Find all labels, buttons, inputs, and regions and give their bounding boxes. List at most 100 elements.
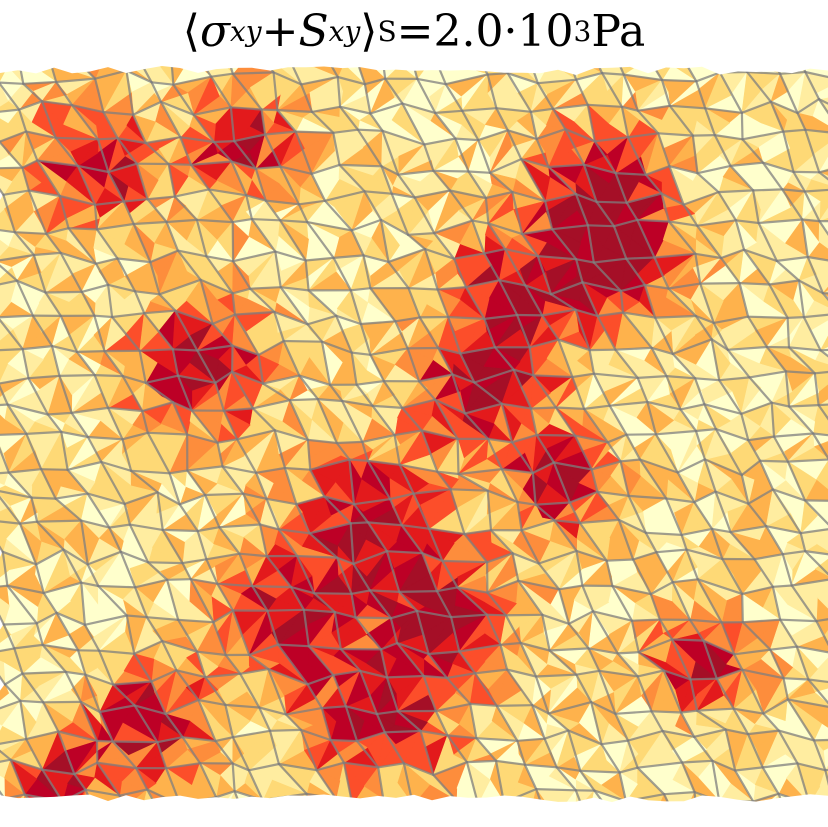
cell-edge xyxy=(498,279,527,287)
stress-triangle xyxy=(165,669,187,715)
cell-edge xyxy=(279,286,309,326)
cell-edge xyxy=(21,348,30,380)
cell-edge xyxy=(13,647,24,675)
cell-edge xyxy=(680,527,714,536)
cell-edge xyxy=(573,434,593,471)
cell-edge xyxy=(552,461,571,504)
cell-edge xyxy=(0,229,16,234)
cell-edge xyxy=(58,374,96,377)
cell-edge xyxy=(0,432,28,436)
cell-edge xyxy=(279,219,309,224)
cell-edge xyxy=(121,375,147,384)
cell-edge xyxy=(179,136,193,166)
cell-edge xyxy=(454,137,470,173)
cell-edge xyxy=(46,411,73,416)
cell-edge xyxy=(25,737,44,771)
cell-edge xyxy=(726,345,769,351)
cell-edge xyxy=(477,129,509,142)
cell-edge xyxy=(62,548,83,584)
cell-edge xyxy=(73,761,99,776)
stress-triangle xyxy=(350,503,364,525)
cell-edge xyxy=(145,616,180,622)
cell-edge xyxy=(595,200,628,204)
cell-edge xyxy=(786,316,806,319)
cell-edge xyxy=(445,676,472,706)
cell-edge xyxy=(817,403,828,407)
cell-edge xyxy=(605,558,635,562)
cell-edge xyxy=(486,552,514,564)
cell-edge xyxy=(543,737,558,769)
stress-triangle xyxy=(258,311,278,356)
cell-edge xyxy=(557,584,584,591)
cell-edge xyxy=(543,729,570,740)
stress-triangle xyxy=(133,616,153,654)
cell-edge xyxy=(100,460,126,505)
cell-edge xyxy=(273,429,309,441)
cell-edge xyxy=(668,104,695,137)
cell-edge xyxy=(22,82,44,103)
cell-edge xyxy=(276,108,297,133)
stress-triangle xyxy=(494,314,521,348)
cell-edge xyxy=(320,340,332,386)
cell-edge xyxy=(612,218,639,228)
cell-edge xyxy=(295,503,311,535)
cell-edge xyxy=(787,346,816,375)
cell-edge xyxy=(397,173,416,199)
cell-edge xyxy=(181,558,208,565)
cell-edge xyxy=(817,404,828,421)
cell-edge xyxy=(495,107,509,132)
cell-edge xyxy=(600,739,630,746)
cell-edge xyxy=(667,282,702,290)
cell-edge xyxy=(231,762,250,772)
stress-triangle xyxy=(489,129,512,173)
cell-edge xyxy=(458,643,502,653)
cell-edge xyxy=(0,108,21,113)
cell-edge xyxy=(611,584,652,596)
cell-edge xyxy=(765,525,784,556)
stress-triangle xyxy=(159,249,188,295)
cell-edge xyxy=(116,257,137,293)
cell-edge xyxy=(531,471,537,506)
cell-edge xyxy=(332,131,341,167)
cell-edge xyxy=(369,347,409,356)
cell-edge xyxy=(436,470,460,476)
cell-edge xyxy=(412,492,431,530)
cell-edge xyxy=(461,109,480,142)
cell-edge xyxy=(0,758,12,763)
cell-edge xyxy=(0,584,9,588)
cell-edge xyxy=(703,403,743,415)
cell-edge xyxy=(638,458,679,474)
cell-edge xyxy=(427,527,444,562)
stress-triangle xyxy=(351,563,368,595)
stress-triangle xyxy=(224,673,247,706)
cell-edge xyxy=(567,729,603,746)
cell-edge xyxy=(771,488,807,502)
cell-edge xyxy=(332,673,347,708)
cell-edge xyxy=(622,73,640,112)
cell-edge xyxy=(784,370,791,408)
cell-edge xyxy=(366,459,401,466)
cell-edge xyxy=(310,105,342,114)
cell-edge xyxy=(106,406,144,413)
cell-edge xyxy=(40,100,74,107)
cell-edge xyxy=(94,257,119,265)
stress-triangle xyxy=(615,675,642,715)
cell-edge xyxy=(457,472,489,492)
cell-edge xyxy=(621,311,657,319)
cell-edge xyxy=(242,492,262,526)
cell-edge xyxy=(159,100,195,116)
cell-edge xyxy=(747,502,768,528)
cell-edge xyxy=(695,71,722,83)
cell-edge xyxy=(593,789,628,803)
cell-edge xyxy=(296,554,316,595)
cell-edge xyxy=(97,584,128,617)
cell-edge xyxy=(214,739,234,765)
cell-edge xyxy=(549,293,577,311)
cell-edge xyxy=(486,579,520,594)
cell-edge xyxy=(396,641,430,656)
cell-edge xyxy=(283,466,312,471)
cell-edge xyxy=(21,672,45,704)
stress-triangle xyxy=(68,204,101,229)
cell-edge xyxy=(676,458,707,474)
cell-edge xyxy=(379,218,390,263)
